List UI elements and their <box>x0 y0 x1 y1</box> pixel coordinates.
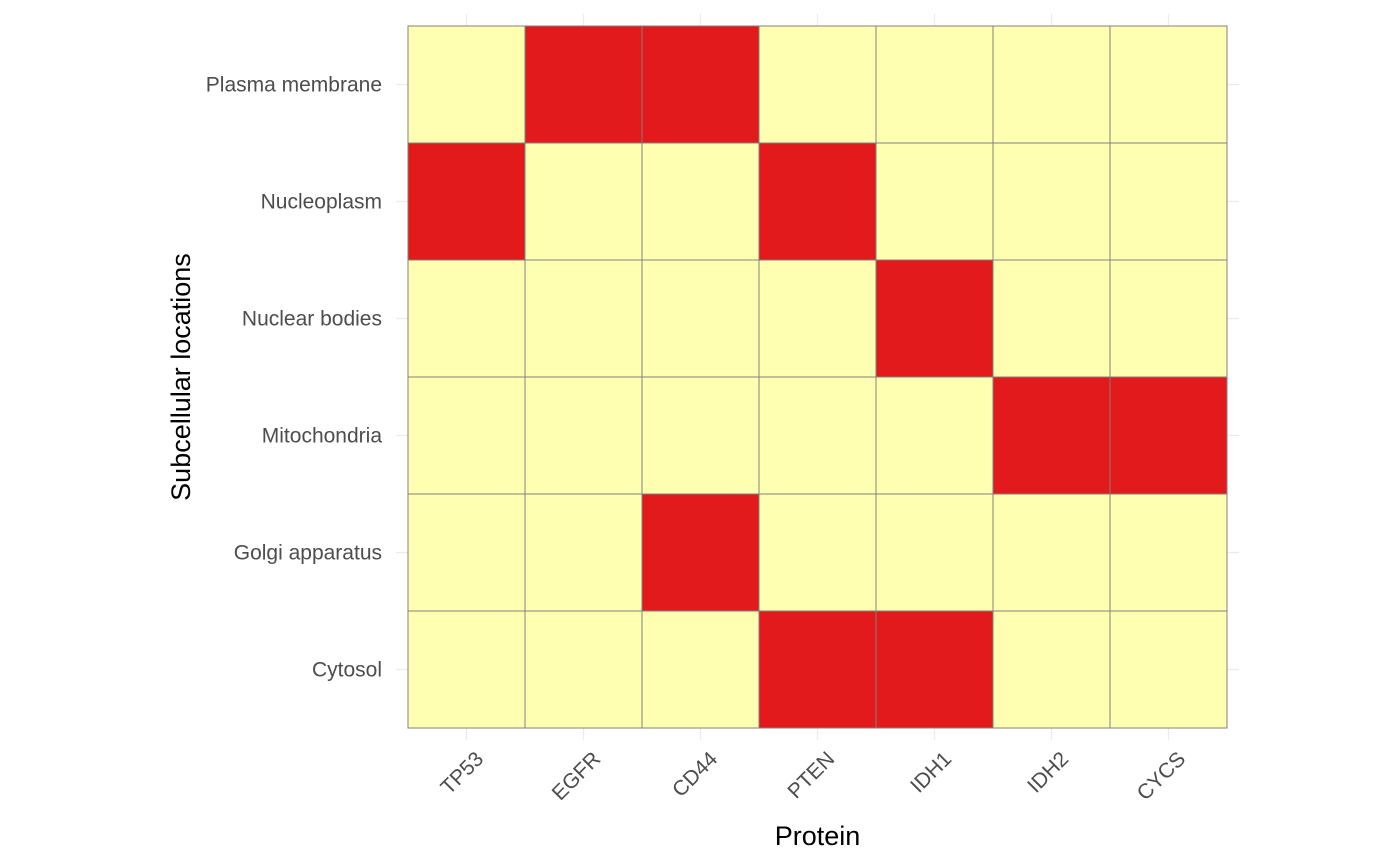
y-tick-label: Golgi apparatus <box>234 542 382 565</box>
x-tick-label: CYCS <box>1133 747 1191 805</box>
heatmap-cell-cytosol-cycs <box>1109 610 1228 729</box>
heatmap-cell-nuclear-bodies-tp53 <box>407 259 526 378</box>
heatmap-cell-mitochondria-cd44 <box>641 376 760 495</box>
heatmap-cell-plasma-membrane-idh1 <box>875 25 994 144</box>
x-tick-label: CD44 <box>668 747 722 801</box>
heatmap-cell-cytosol-idh1 <box>875 610 994 729</box>
heatmap-cell-nuclear-bodies-cycs <box>1109 259 1228 378</box>
heatmap-cell-mitochondria-tp53 <box>407 376 526 495</box>
heatmap-cell-nuclear-bodies-idh1 <box>875 259 994 378</box>
heatmap-cell-plasma-membrane-cd44 <box>641 25 760 144</box>
heatmap-cell-cytosol-egfr <box>524 610 643 729</box>
heatmap-cell-nucleoplasm-idh1 <box>875 142 994 261</box>
heatmap-cell-plasma-membrane-tp53 <box>407 25 526 144</box>
y-tick-label: Cytosol <box>312 659 382 682</box>
y-tick-label: Plasma membrane <box>206 74 382 97</box>
heatmap-cell-mitochondria-idh2 <box>992 376 1111 495</box>
y-tick-label: Mitochondria <box>262 425 383 448</box>
heatmap-cell-golgi-apparatus-tp53 <box>407 493 526 612</box>
heatmap-cell-plasma-membrane-egfr <box>524 25 643 144</box>
heatmap-cell-nuclear-bodies-cd44 <box>641 259 760 378</box>
x-axis-tick-labels: TP53 EGFR CD44 PTEN IDH1 IDH2 CYCS <box>436 747 1190 805</box>
heatmap-cell-nucleoplasm-pten <box>758 142 877 261</box>
heatmap-cell-plasma-membrane-idh2 <box>992 25 1111 144</box>
y-axis-title: Subcellular locations <box>166 253 196 501</box>
heatmap-cell-plasma-membrane-pten <box>758 25 877 144</box>
heatmap-cell-golgi-apparatus-egfr <box>524 493 643 612</box>
heatmap-cell-nuclear-bodies-egfr <box>524 259 643 378</box>
heatmap-cell-golgi-apparatus-idh1 <box>875 493 994 612</box>
heatmap-cell-mitochondria-idh1 <box>875 376 994 495</box>
heatmap-cell-nucleoplasm-idh2 <box>992 142 1111 261</box>
x-axis-title: Protein <box>775 821 861 851</box>
y-axis-tick-labels: Plasma membrane Nucleoplasm Nuclear bodies… <box>206 74 383 682</box>
x-tick-label: IDH2 <box>1023 747 1073 797</box>
y-tick-label: Nucleoplasm <box>261 191 382 214</box>
heatmap-cell-nucleoplasm-tp53 <box>407 142 526 261</box>
heatmap-cell-cytosol-idh2 <box>992 610 1111 729</box>
heatmap-cell-mitochondria-pten <box>758 376 877 495</box>
heatmap-cell-nuclear-bodies-idh2 <box>992 259 1111 378</box>
heatmap-cell-mitochondria-egfr <box>524 376 643 495</box>
heatmap-cell-plasma-membrane-cycs <box>1109 25 1228 144</box>
x-tick-label: IDH1 <box>906 747 956 797</box>
heatmap-cell-nuclear-bodies-pten <box>758 259 877 378</box>
heatmap-cell-nucleoplasm-cycs <box>1109 142 1228 261</box>
heatmap-cell-nucleoplasm-egfr <box>524 142 643 261</box>
x-tick-label: EGFR <box>548 747 606 805</box>
x-tick-label: TP53 <box>436 747 488 799</box>
heatmap-cell-nucleoplasm-cd44 <box>641 142 760 261</box>
heatmap-cell-cytosol-cd44 <box>641 610 760 729</box>
heatmap-cell-cytosol-tp53 <box>407 610 526 729</box>
heatmap-cell-golgi-apparatus-pten <box>758 493 877 612</box>
heatmap-cell-cytosol-pten <box>758 610 877 729</box>
x-tick-label: PTEN <box>783 747 839 803</box>
heatmap-cell-mitochondria-cycs <box>1109 376 1228 495</box>
heatmap-cells <box>407 25 1228 729</box>
heatmap-cell-golgi-apparatus-cd44 <box>641 493 760 612</box>
heatmap-cell-golgi-apparatus-cycs <box>1109 493 1228 612</box>
y-tick-label: Nuclear bodies <box>242 308 382 331</box>
heatmap-cell-golgi-apparatus-idh2 <box>992 493 1111 612</box>
